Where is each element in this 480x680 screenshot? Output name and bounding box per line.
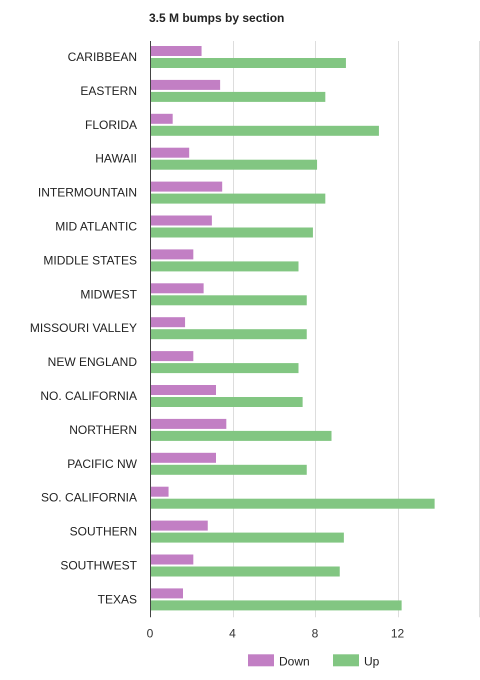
bar-down [151, 215, 212, 226]
category-label: INTERMOUNTAIN [38, 186, 137, 200]
legend-swatch [333, 654, 359, 667]
legend-label: Up [364, 654, 380, 668]
bar-up [151, 58, 346, 68]
bar-up [151, 363, 299, 374]
category-label: PACIFIC NW [67, 457, 137, 471]
bar-down [151, 283, 204, 294]
bar-down [151, 79, 221, 90]
legend-label: Down [279, 654, 310, 668]
category-label: TEXAS [98, 592, 137, 606]
bar-up [151, 329, 307, 340]
bar-down [151, 181, 223, 192]
bar-down [151, 147, 190, 158]
bar-down [151, 520, 208, 531]
category-label: NO. CALIFORNIA [40, 389, 137, 403]
bar-down [151, 249, 194, 260]
bar-up [151, 125, 379, 136]
category-label: SOUTHWEST [60, 559, 137, 573]
bar-up [151, 498, 435, 509]
bar-up [151, 91, 326, 102]
bar-up [151, 600, 402, 611]
bar-down [151, 317, 186, 328]
bar-down [151, 46, 202, 56]
category-label: SO. CALIFORNIA [41, 491, 137, 505]
chart-title: 3.5 M bumps by section [149, 11, 285, 25]
category-label: HAWAII [95, 152, 137, 166]
x-tick-label: 8 [312, 626, 319, 640]
category-label: FLORIDA [85, 118, 137, 132]
bar-down [151, 418, 227, 429]
category-label: MISSOURI VALLEY [30, 321, 137, 335]
bar-down [151, 351, 194, 362]
bar-up [151, 295, 307, 306]
category-label: EASTERN [80, 84, 137, 98]
bar-up [151, 261, 299, 272]
bar-up [151, 397, 303, 407]
bar-up [151, 566, 340, 577]
legend-swatch [248, 654, 274, 667]
category-label: MID ATLANTIC [55, 220, 137, 234]
category-label: MIDDLE STATES [43, 253, 137, 267]
x-tick-label: 0 [147, 626, 154, 640]
x-tick-label: 12 [391, 626, 405, 640]
bar-down [151, 385, 216, 395]
category-label: CARIBBEAN [68, 50, 137, 64]
bar-up [151, 532, 344, 543]
bar-down [151, 113, 173, 124]
bar-down [151, 452, 216, 463]
bar-down [151, 486, 169, 497]
category-label: SOUTHERN [70, 525, 137, 539]
bar-up [151, 227, 313, 238]
bar-down [151, 588, 183, 599]
bar-up [151, 193, 326, 204]
x-tick-label: 4 [229, 626, 236, 640]
category-label: NORTHERN [69, 423, 137, 437]
category-label: NEW ENGLAND [48, 355, 138, 369]
category-label: MIDWEST [80, 287, 137, 301]
bar-up [151, 159, 318, 170]
bar-up [151, 464, 307, 475]
bar-up [151, 430, 332, 441]
bar-down [151, 554, 194, 565]
